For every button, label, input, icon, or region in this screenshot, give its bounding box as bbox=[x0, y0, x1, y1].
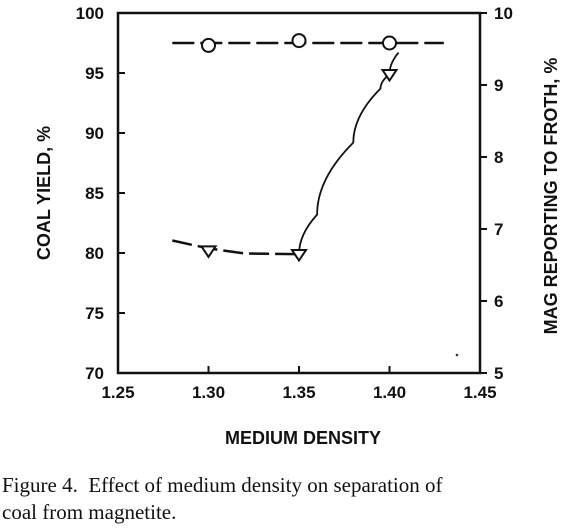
right-tick-label: 8 bbox=[494, 148, 503, 167]
left-tick-label: 80 bbox=[85, 244, 104, 263]
x-tick-label: 1.35 bbox=[282, 383, 315, 402]
x-axis-title: MEDIUM DENSITY bbox=[225, 428, 381, 448]
coal-yield-point bbox=[201, 37, 216, 53]
right-tick-label: 9 bbox=[494, 76, 503, 95]
right-tick-label: 7 bbox=[494, 220, 503, 239]
chart: 1.25 1.30 1.35 1.40 1.45 70 75 80 85 90 95 100 5 6 7… bbox=[34, 4, 561, 448]
figure-caption: Figure 4. Effect of medium density on se… bbox=[2, 473, 443, 524]
right-axis-ticks: 5 6 7 8 9 10 bbox=[480, 4, 513, 383]
x-tick-label: 1.25 bbox=[101, 383, 134, 402]
right-tick-label: 10 bbox=[494, 4, 513, 23]
left-tick-label: 95 bbox=[85, 64, 104, 83]
coal-yield-point bbox=[291, 33, 307, 49]
left-tick-label: 70 bbox=[85, 364, 104, 383]
stray-dot bbox=[455, 353, 459, 357]
coal-yield-point bbox=[382, 35, 397, 51]
x-tick-label: 1.30 bbox=[192, 383, 225, 402]
plot-frame bbox=[116, 11, 482, 375]
left-tick-label: 85 bbox=[85, 184, 104, 203]
mag-froth-point bbox=[199, 245, 218, 259]
right-tick-label: 6 bbox=[494, 292, 503, 311]
mag-froth-dashed-line bbox=[172, 239, 300, 256]
left-tick-label: 75 bbox=[85, 304, 104, 323]
mag-froth-point bbox=[380, 69, 399, 83]
mag-froth-curve bbox=[298, 52, 400, 255]
left-axis-title: COAL YIELD, % bbox=[34, 126, 54, 260]
series-layer bbox=[172, 33, 444, 263]
left-axis-ticks: 70 75 80 85 90 95 100 bbox=[76, 4, 125, 383]
mag-froth-point bbox=[290, 249, 308, 263]
x-axis-ticks: 1.25 1.30 1.35 1.40 1.45 bbox=[101, 366, 497, 402]
left-tick-label: 100 bbox=[76, 4, 104, 23]
x-tick-label: 1.45 bbox=[463, 383, 496, 402]
right-tick-label: 5 bbox=[494, 364, 503, 383]
right-axis-title: MAG REPORTING TO FROTH, % bbox=[541, 58, 561, 335]
x-tick-label: 1.40 bbox=[373, 383, 406, 402]
left-tick-label: 90 bbox=[85, 124, 104, 143]
